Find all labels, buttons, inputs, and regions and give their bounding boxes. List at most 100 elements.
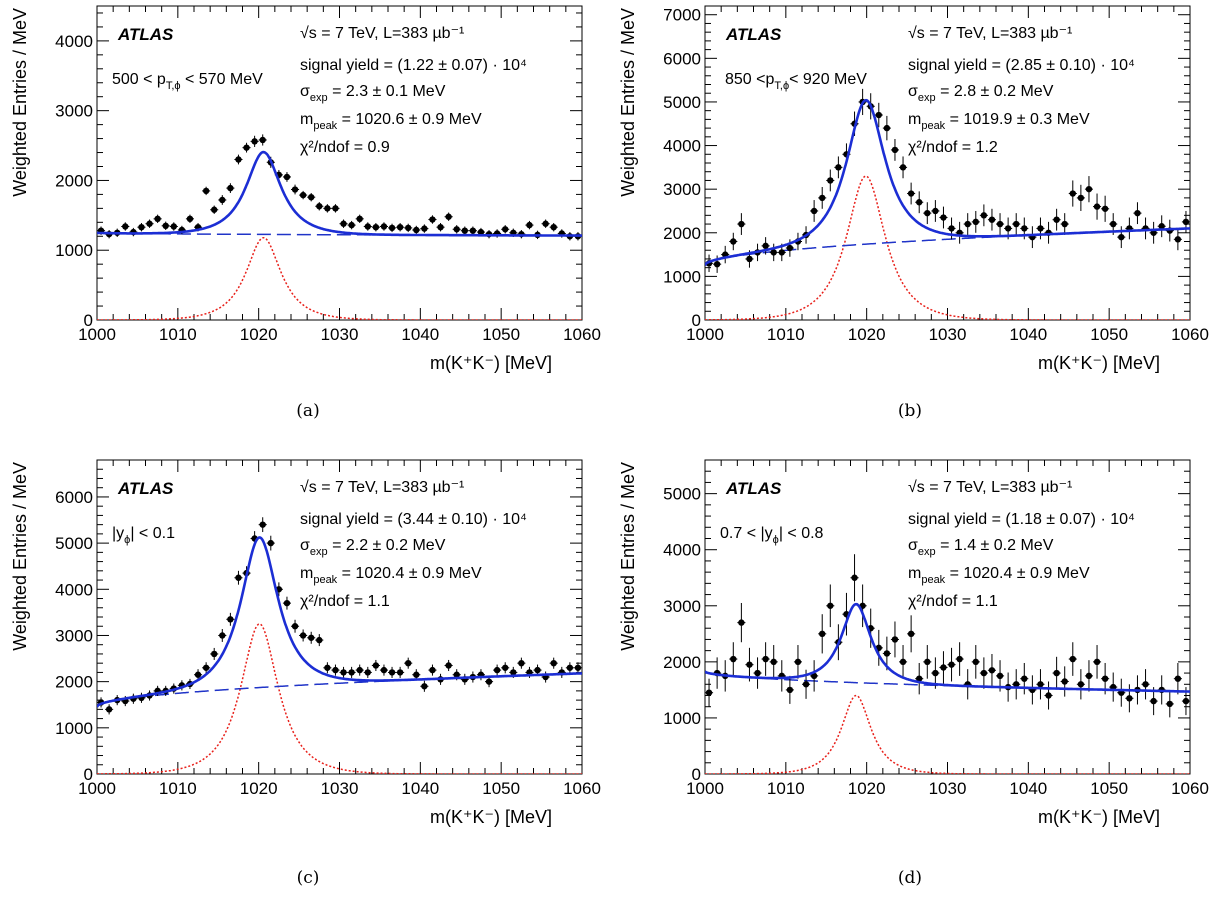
panel-b-data-marker: [1004, 225, 1012, 232]
panel-c-data-point: [412, 669, 421, 681]
panel-b-experiment-label: ATLAS: [725, 25, 782, 44]
panel-d-data-point: [1020, 662, 1029, 695]
panel-a-m-peak-label: mpeak​ = 1020.6 ± 0.9 MeV: [300, 111, 482, 132]
panel-d-x-tick-label: 1030: [929, 779, 967, 798]
caption-b: (b): [897, 401, 923, 421]
panel-d-x-tick-label: 1060: [1171, 779, 1209, 798]
panel-a-data-point: [501, 225, 510, 234]
panel-c-data-marker: [259, 521, 266, 528]
panel-c-data-marker: [413, 671, 420, 678]
panel-d-y-tick-label: 3000: [663, 597, 701, 616]
panel-d-data-point: [1173, 662, 1182, 695]
panel-c-data-point: [307, 631, 316, 644]
panel-d-data-point: [907, 615, 916, 653]
panel-d-data-point: [1052, 656, 1061, 690]
panel-d-data-point: [987, 654, 996, 687]
panel-b-data-point: [1076, 184, 1085, 211]
panel-b-data-marker: [1134, 209, 1141, 217]
panel-c-signal-curve: [97, 623, 582, 774]
panel-c-sigma-exp-label: σexp​ = 2.2 ± 0.2 MeV: [300, 537, 446, 558]
panel-c-data-marker: [388, 669, 396, 676]
panel-a-data-point: [444, 212, 453, 221]
panel-b-data-point: [907, 182, 916, 205]
panel-a-x-axis-title: m(K⁺K⁻) [MeV]: [430, 353, 552, 373]
panel-c-data-point: [396, 666, 405, 678]
panel-b-x-tick-label: 1010: [767, 325, 805, 344]
panel-c-chi2-ndof-label: χ²/ndof = 1.1: [300, 593, 390, 610]
panel-d-data-point: [971, 645, 980, 679]
panel-a-data-point: [153, 214, 162, 224]
panel-c-x-tick-label: 1010: [159, 779, 197, 798]
panel-c-data-marker: [429, 666, 436, 674]
panel-c-data-marker: [372, 662, 380, 669]
panel-a-data-marker: [526, 221, 533, 229]
panel-c-energy-lumi-label: √s = 7 TeV, L=383 µb⁻¹: [300, 479, 464, 496]
panel-d-data-marker: [1150, 697, 1157, 705]
panel-a-data-point: [436, 223, 445, 232]
panel-d-x-tick-label: 1010: [767, 779, 805, 798]
panel-a-sigma-exp-label: σexp​ = 2.3 ± 0.1 MeV: [300, 83, 446, 104]
panel-c-data-marker: [267, 539, 274, 547]
panel-c-data-point: [476, 669, 485, 681]
panel-d-data-point: [979, 657, 988, 689]
panel-d-data-marker: [1069, 655, 1076, 663]
panel-a-x-tick-label: 1060: [563, 325, 601, 344]
panel-b-data-marker: [819, 194, 826, 202]
panel-c-data-marker: [227, 616, 234, 623]
panel-b-data-marker: [1037, 225, 1044, 232]
panel-b-y-tick-label: 0: [692, 311, 701, 330]
panel-a-data-marker: [372, 223, 380, 231]
panel-d-data-marker: [705, 689, 713, 696]
panel-d-data-marker: [810, 672, 818, 680]
panel-a-data-marker: [502, 226, 509, 233]
panel-a-plot-frame: [96, 5, 583, 321]
panel-a-data-marker: [122, 223, 129, 230]
panel-b-data-point: [1157, 215, 1166, 238]
panel-b-sigma-exp-label: σexp​ = 2.8 ± 0.2 MeV: [908, 83, 1054, 104]
panel-b-y-tick-label: 7000: [663, 6, 701, 25]
panel-d-data-point: [1060, 666, 1069, 697]
panel-a-y-tick-label: 3000: [55, 102, 93, 121]
panel-b-data-marker: [1077, 194, 1085, 202]
panel-c-data-point: [339, 666, 348, 678]
panel-d-total-fit-curve: [705, 602, 1190, 693]
panel-a-data-marker: [243, 144, 250, 151]
panel-d-data-marker: [851, 574, 858, 581]
panel-a-data-marker: [146, 220, 153, 227]
panel-d-data-marker: [746, 661, 753, 668]
panel-d-data-point: [793, 645, 802, 679]
panel-b-data-point: [1125, 217, 1134, 240]
panel-b-data-point: [1036, 217, 1045, 240]
panel-c-data-marker: [299, 632, 307, 639]
panel-b-data-marker: [1101, 205, 1109, 212]
panel-a-data-point: [331, 204, 340, 213]
panel-d-data-point: [1068, 642, 1077, 676]
panel-a-x-tick-label: 1010: [159, 325, 197, 344]
panel-d-data-marker: [1077, 681, 1085, 688]
panel-d-data-marker: [770, 658, 777, 666]
panel-a-data-point: [379, 222, 388, 231]
panel-d-data-point: [923, 645, 932, 679]
panel-d-data-marker: [891, 636, 899, 643]
panel-d-data-marker: [738, 619, 745, 626]
panel-b-data-point: [769, 243, 778, 262]
panel-d-data-point: [947, 647, 956, 682]
panel-b-data-marker: [770, 249, 777, 256]
panel-c-data-marker: [283, 599, 291, 607]
panel-d-data-point: [785, 675, 794, 704]
panel-a-data-point: [355, 214, 364, 224]
panel-d-plot-frame: [704, 459, 1191, 775]
panel-a-data-marker: [461, 227, 468, 234]
panel-a-data-point: [218, 195, 227, 205]
panel-a-data-point: [404, 223, 413, 233]
panel-c-data-point: [323, 662, 332, 674]
panel-b-data-marker: [948, 225, 955, 232]
panel-a-data-marker: [308, 193, 315, 201]
panel-d-data-marker: [754, 669, 761, 677]
panel-b-data-point: [761, 237, 770, 255]
panel-d-data-point: [810, 660, 819, 692]
panel-b-data-marker: [932, 207, 939, 215]
panel-a-data-marker: [251, 138, 258, 145]
panel-c-data-marker: [380, 666, 388, 674]
panel-c-data-point: [282, 596, 291, 610]
